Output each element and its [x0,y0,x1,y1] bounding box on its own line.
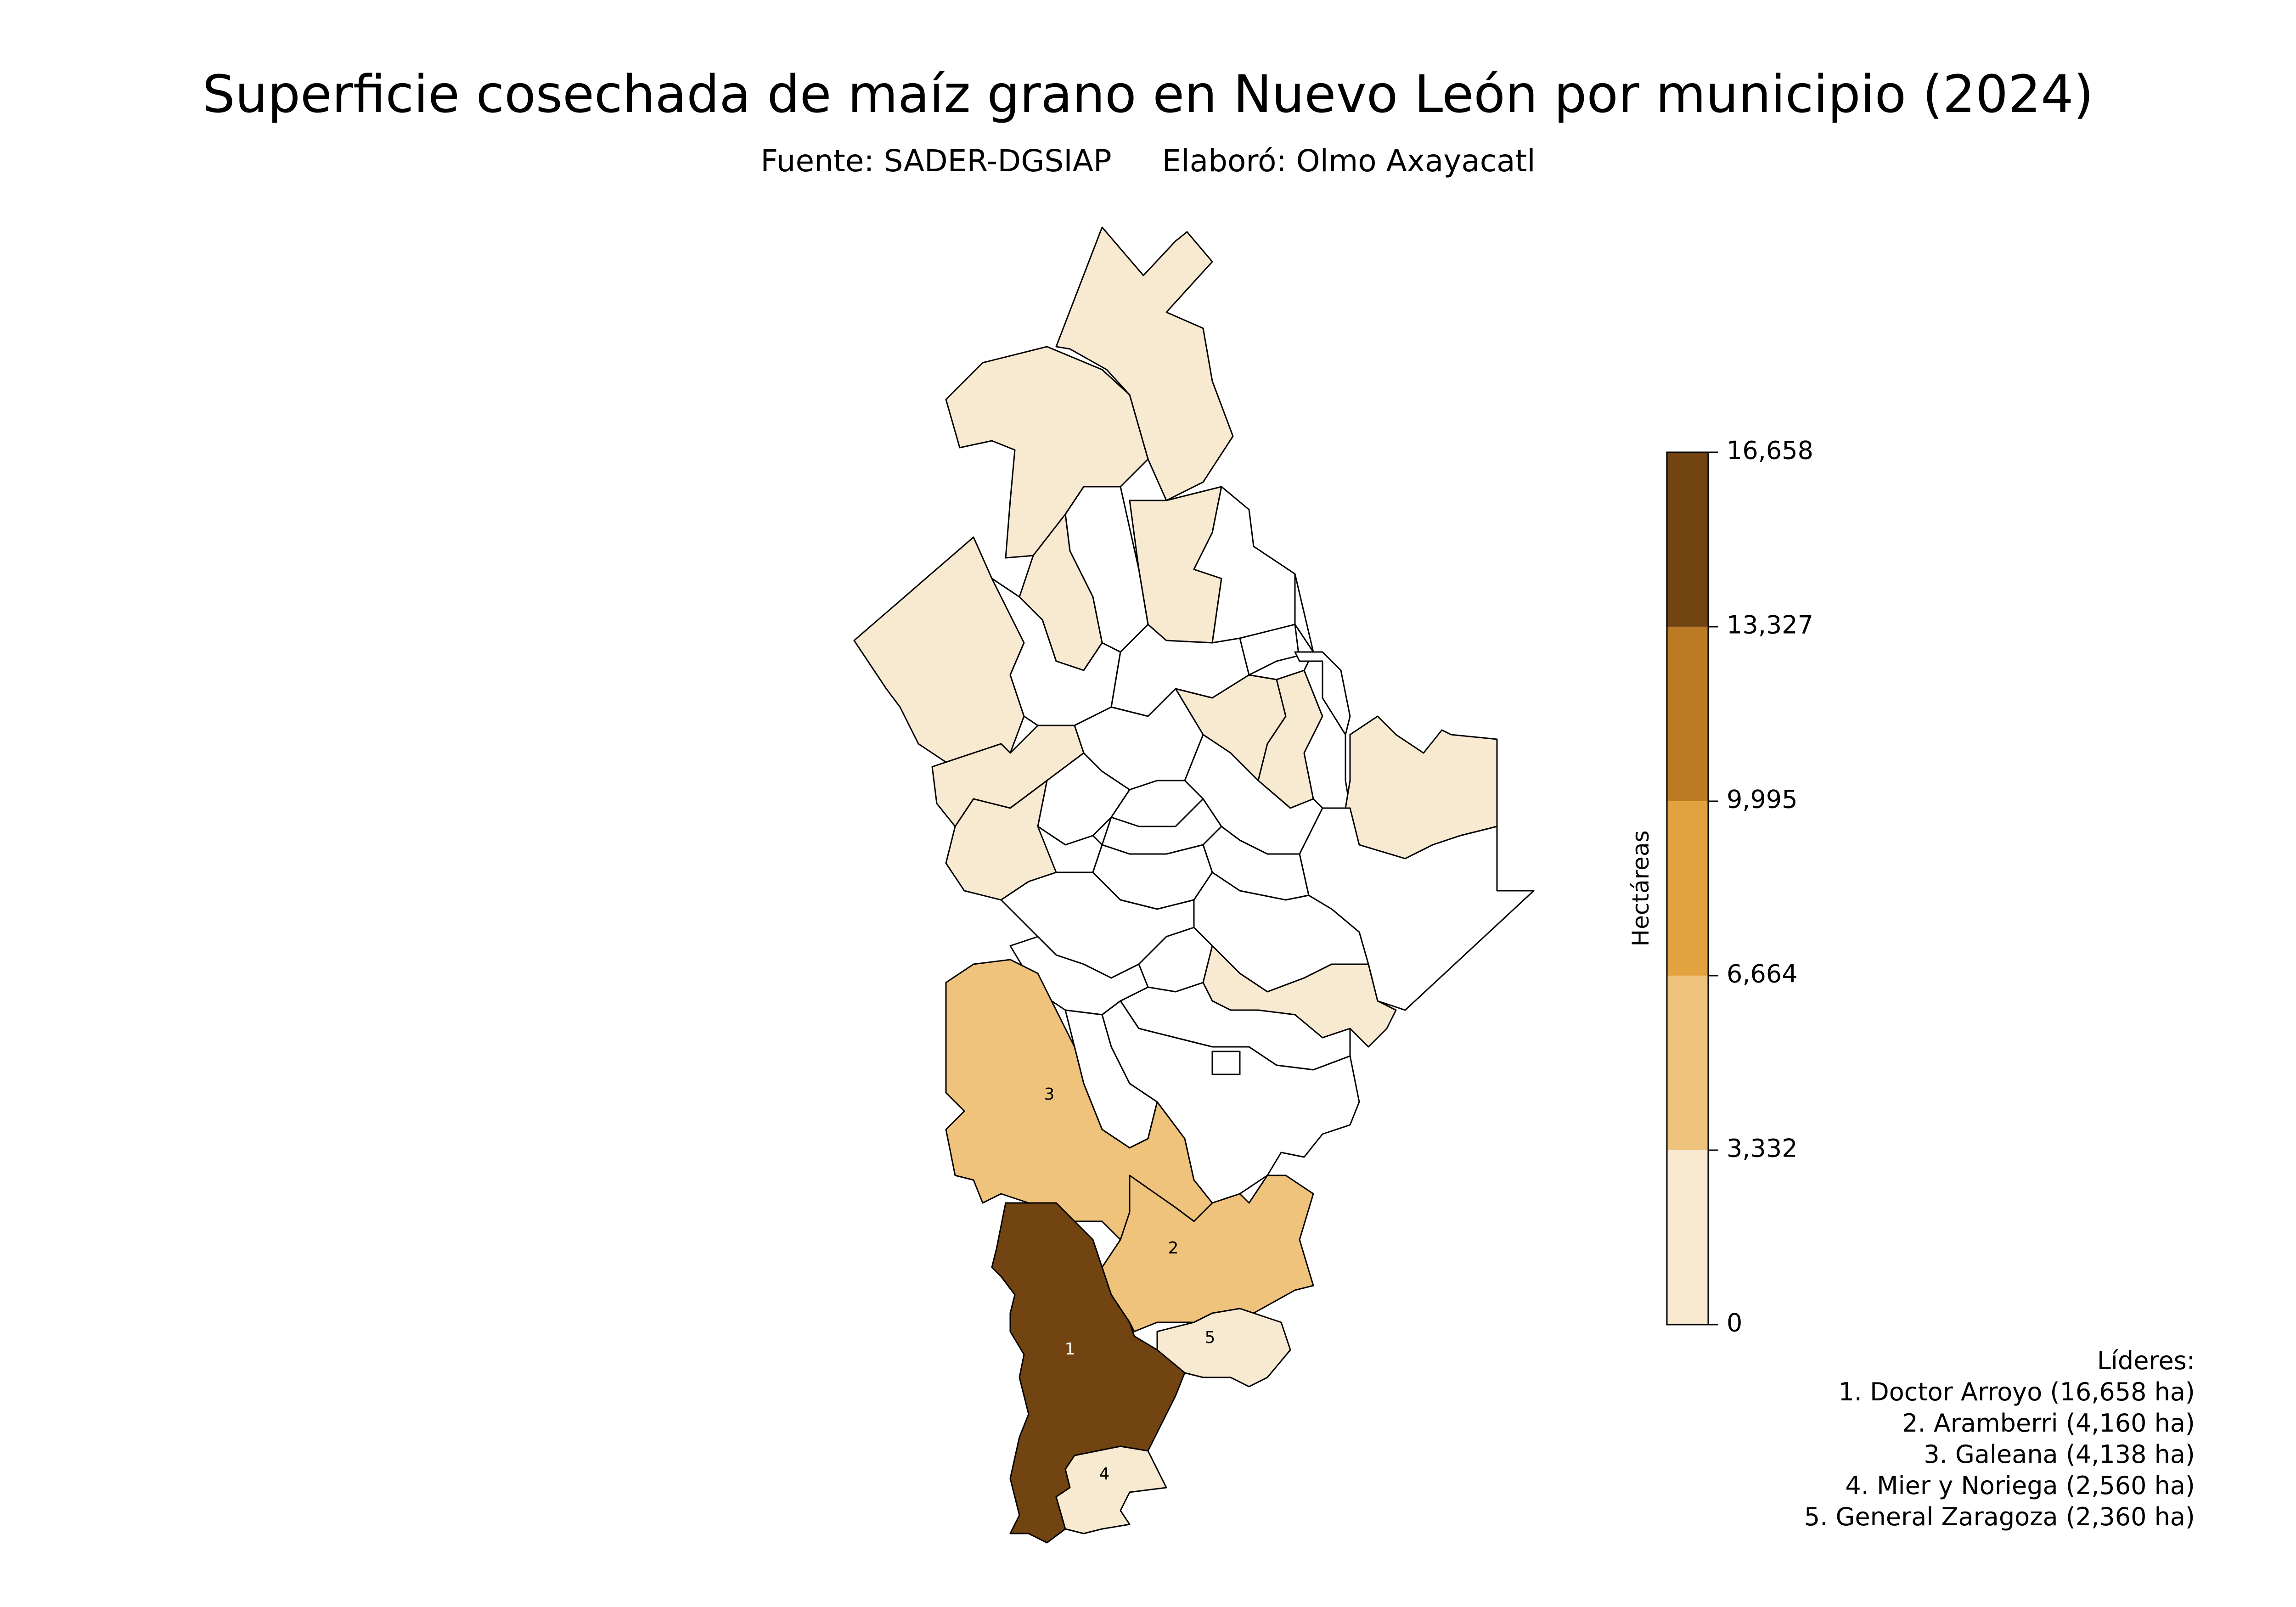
colorbar-tick-label: 9,995 [1727,785,1798,814]
colorbar-bin-3 [1667,626,1708,801]
colorbar-tick-label: 3,332 [1727,1134,1798,1163]
municipality-anahuac [1055,226,1234,501]
label-doctor-arroyo: 1 [1065,1340,1075,1359]
label-mier-y-noriega: 4 [1099,1465,1110,1483]
colorbar-frame [1666,451,1709,1326]
municipality-higueras [1248,573,1314,680]
label-galeana: 3 [1044,1085,1055,1104]
label-general-zaragoza: 5 [1205,1328,1216,1347]
municipality-hualahuises [1211,1051,1241,1075]
author-text: Elaboró: Olmo Axayacatl [1162,143,1536,179]
colorbar-bin-0 [1667,1150,1708,1325]
colorbar-tick-label: 0 [1727,1309,1742,1337]
colorbar-tick-label: 13,327 [1727,611,1813,640]
leaders-heading: Líderes: [2097,1346,2195,1375]
municipality-general-zaragoza [1156,1308,1291,1388]
colorbar-ticks: 16,658 13,327 9,995 6,664 3,332 0 [1708,436,1813,1337]
leader-item: 4. Mier y Noriega (2,560 ha) [1845,1471,2195,1500]
leaders-list: Líderes: 1. Doctor Arroyo (16,658 ha) 2.… [1804,1345,2195,1533]
map-title: Superficie cosechada de maíz grano en Nu… [202,65,2094,124]
colorbar-bin-4 [1667,452,1708,627]
leader-item: 1. Doctor Arroyo (16,658 ha) [1838,1377,2195,1406]
colorbar-label: Hectáreas [1627,830,1654,946]
leader-item: 2. Aramberri (4,160 ha) [1902,1409,2195,1438]
source-text: Fuente: SADER-DGSIAP [760,143,1112,179]
colorbar-bins [1667,452,1708,1325]
label-aramberri: 2 [1168,1239,1179,1258]
colorbar-tick-label: 16,658 [1727,436,1813,465]
municipality-mier-y-noriega [1055,1445,1167,1534]
colorbar-bin-2 [1667,801,1708,976]
leader-item: 5. General Zaragoza (2,360 ha) [1804,1502,2195,1531]
colorbar-tick-label: 6,664 [1727,960,1798,989]
map-subtitle: Fuente: SADER-DGSIAP Elaboró: Olmo Axayac… [0,146,2296,176]
municipality-parras [1294,651,1351,736]
leader-item: 3. Galeana (4,138 ha) [1924,1440,2195,1469]
colorbar-bin-1 [1667,975,1708,1150]
